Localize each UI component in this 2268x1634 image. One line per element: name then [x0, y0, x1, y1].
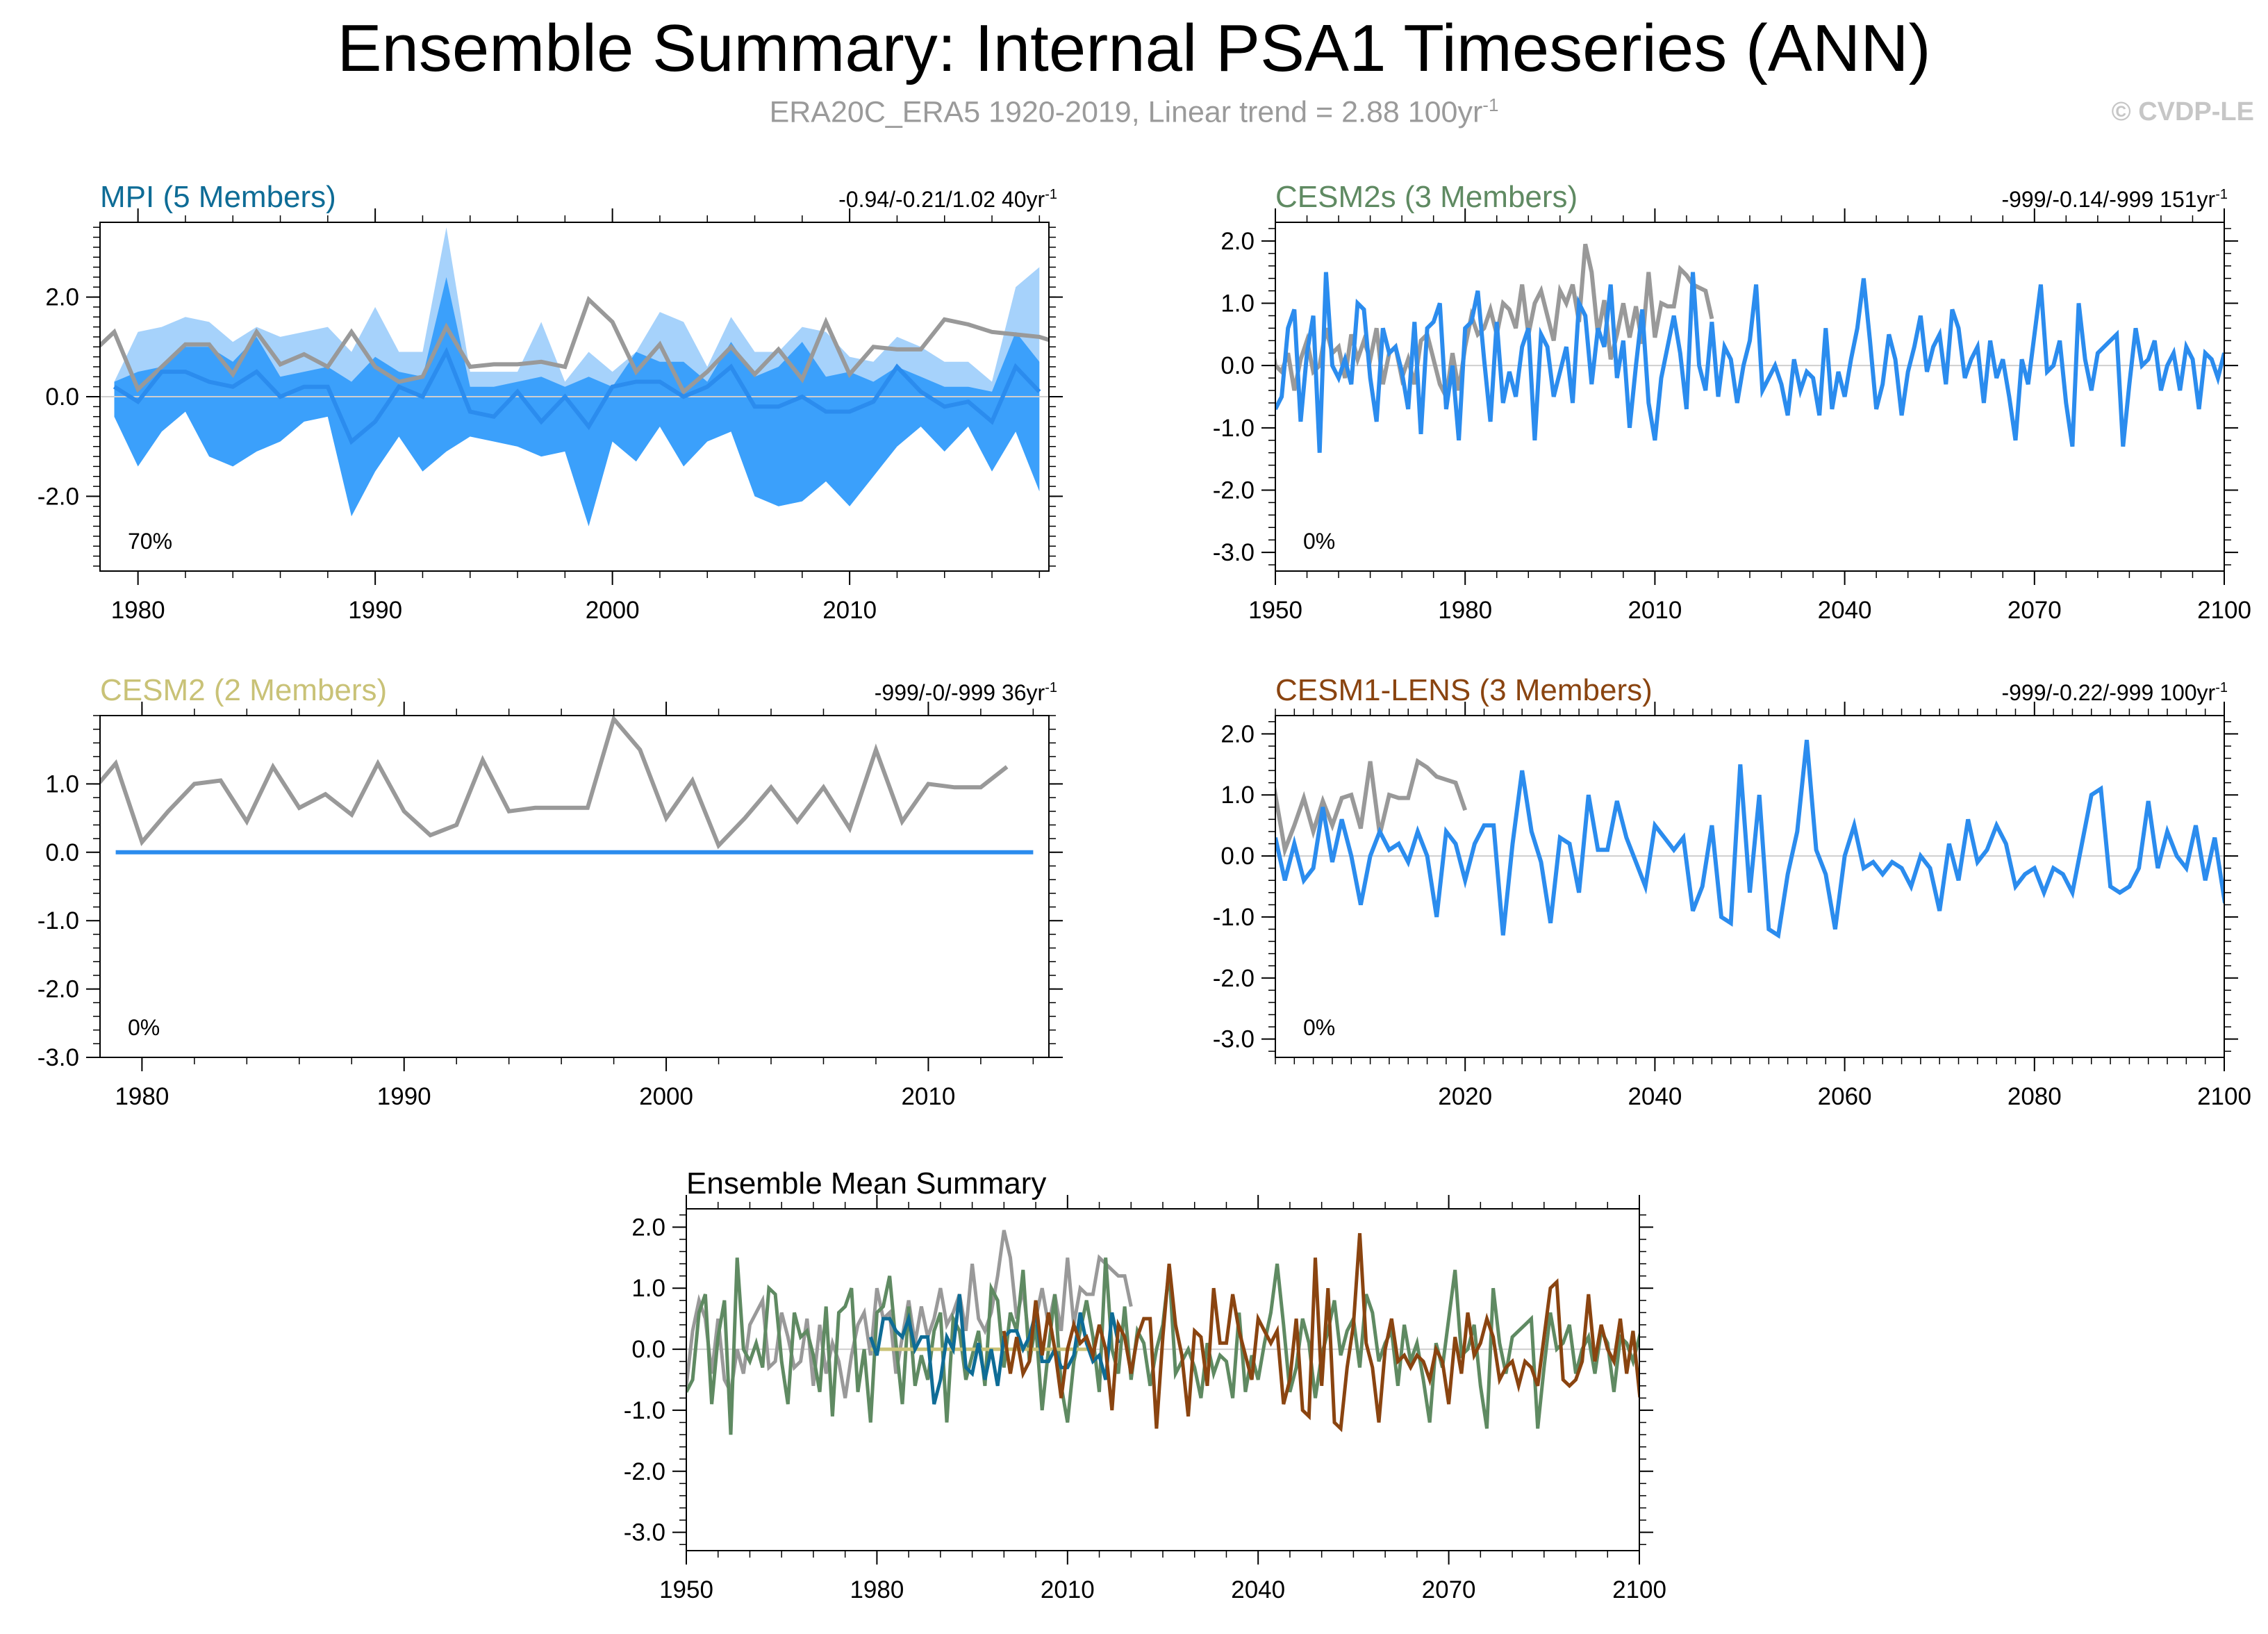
- mpi-percent-label: 70%: [128, 529, 172, 554]
- cesm1-lens-ytick-label: 1.0: [1220, 782, 1255, 809]
- cesm1-lens-ytick-label: -2.0: [1213, 965, 1255, 992]
- mpi-ytick-label: 2.0: [45, 284, 79, 311]
- cesm2s-stats: -999/-0.14/-999 151yr-1: [2001, 187, 2228, 212]
- cesm1-lens-ytick-label: -3.0: [1213, 1026, 1255, 1053]
- cesm2-xtick-label: 2000: [639, 1083, 693, 1110]
- cesm1-lens-ytick-label: -1.0: [1213, 904, 1255, 931]
- cesm1-lens-xtick-label: 2020: [1438, 1083, 1492, 1110]
- cesm2s-percent-label: 0%: [1303, 529, 1335, 554]
- ensemble-mean-plot-area: [686, 1230, 1639, 1435]
- cesm1-lens-xtick-label: 2100: [2197, 1083, 2251, 1110]
- cesm2s-panel: CESM2s (3 Members) -999/-0.14/-999 151yr-…: [1213, 180, 2251, 624]
- cesm2-ytick-label: -3.0: [38, 1044, 79, 1071]
- cesm2-percent-label: 0%: [128, 1015, 160, 1040]
- ensemble-mean-xtick-label: 2010: [1041, 1576, 1095, 1603]
- cesm2s-series-mean: [1275, 272, 2224, 453]
- cesm2-xtick-label: 2010: [901, 1083, 955, 1110]
- ensemble-mean-ytick-label: 2.0: [631, 1214, 665, 1241]
- cesm1-lens-xtick-label: 2040: [1628, 1083, 1682, 1110]
- ensemble-mean-series-cesm2s: [686, 1257, 1639, 1435]
- mpi-series-obs: [100, 295, 1049, 395]
- cesm2-xtick-label: 1990: [377, 1083, 431, 1110]
- cesm2-stats: -999/-0/-999 36yr-1: [875, 680, 1057, 705]
- cesm1-lens-xtick-label: 2080: [2008, 1083, 2062, 1110]
- cesm1-lens-title: CESM1-LENS (3 Members): [1275, 673, 1653, 707]
- mpi-panel: MPI (5 Members) -0.94/-0.21/1.02 40yr-1 -2…: [38, 180, 1063, 624]
- cesm2s-ytick-label: -3.0: [1213, 539, 1255, 566]
- ensemble-mean-ytick-label: 0.0: [631, 1336, 665, 1363]
- ensemble-mean-series-cesm1-lens: [1002, 1232, 1639, 1433]
- cesm1-lens-ytick-label: 0.0: [1220, 843, 1255, 870]
- cesm2s-ytick-label: 2.0: [1220, 228, 1255, 255]
- cesm1-lens-xtick-label: 2060: [1818, 1083, 1872, 1110]
- figure-title: Ensemble Summary: Internal PSA1 Timeseri…: [337, 11, 1931, 85]
- cesm2-ytick-label: 1.0: [45, 770, 79, 798]
- cesm2-series-obs: [100, 716, 1009, 850]
- copyright-label: © CVDP-LE: [2111, 97, 2254, 126]
- cesm2-ytick-label: -2.0: [38, 976, 79, 1003]
- cesm2s-xtick-label: 2010: [1628, 597, 1682, 624]
- mpi-xtick-label: 2000: [586, 597, 640, 624]
- cesm2s-xtick-label: 1950: [1248, 597, 1302, 624]
- subtitle-text: ERA20C_ERA5 1920-2019, Linear trend = 2.…: [769, 95, 1483, 129]
- cesm1-lens-percent-label: 0%: [1303, 1015, 1335, 1040]
- cesm2-plot-area: [100, 716, 1034, 855]
- cesm2s-plot-area: [1275, 243, 2224, 453]
- cesm1-lens-ytick-label: 2.0: [1220, 720, 1255, 748]
- cesm1-lens-plot-area: [1275, 739, 2224, 939]
- cesm1-lens-panel: CESM1-LENS (3 Members) -999/-0.22/-999 10…: [1213, 673, 2251, 1110]
- cesm2s-xtick-label: 1980: [1438, 597, 1492, 624]
- cesm2-ytick-label: -1.0: [38, 907, 79, 934]
- ensemble-mean-ytick-label: -2.0: [624, 1458, 665, 1485]
- ensemble-mean-ytick-label: 1.0: [631, 1275, 665, 1302]
- mpi-plot-area: [100, 227, 1049, 527]
- cesm2-title: CESM2 (2 Members): [100, 673, 387, 707]
- mpi-xtick-label: 2010: [822, 597, 877, 624]
- cesm2-panel: CESM2 (2 Members) -999/-0/-999 36yr-1 -3.0…: [38, 673, 1063, 1110]
- ensemble-mean-xtick-label: 1980: [850, 1576, 904, 1603]
- cesm2-xtick-label: 1980: [115, 1083, 169, 1110]
- cesm2s-ytick-label: -2.0: [1213, 477, 1255, 504]
- mpi-ytick-label: -2.0: [38, 483, 79, 510]
- cesm2s-ytick-label: -1.0: [1213, 415, 1255, 442]
- ensemble-mean-xtick-label: 1950: [659, 1576, 713, 1603]
- cesm2s-series-obs: [1275, 243, 1714, 404]
- cesm2s-xtick-label: 2100: [2197, 597, 2251, 624]
- ensemble-mean-ytick-label: -1.0: [624, 1397, 665, 1424]
- cesm2s-ytick-label: 0.0: [1220, 352, 1255, 379]
- mpi-series-mean: [113, 347, 1041, 445]
- ensemble-mean-panel: Ensemble Mean Summary -3.0 -2.0 -1.0 0.0 1.0 2…: [624, 1166, 1666, 1603]
- cesm2s-title: CESM2s (3 Members): [1275, 180, 1578, 214]
- cesm2-ytick-label: 0.0: [45, 839, 79, 866]
- mpi-stats: -0.94/-0.21/1.02 40yr-1: [838, 187, 1057, 212]
- cesm1-lens-series-mean: [1275, 739, 2224, 939]
- ensemble-mean-xtick-label: 2070: [1422, 1576, 1476, 1603]
- ensemble-mean-xtick-label: 2100: [1612, 1576, 1666, 1603]
- mpi-band-inner-range: [114, 277, 1040, 527]
- cesm2s-xtick-label: 2070: [2008, 597, 2062, 624]
- mpi-xtick-label: 1980: [111, 597, 165, 624]
- mpi-xtick-label: 1990: [348, 597, 402, 624]
- ensemble-mean-title: Ensemble Mean Summary: [686, 1166, 1046, 1200]
- ensemble-mean-ytick-label: -3.0: [624, 1519, 665, 1546]
- figure-subtitle: ERA20C_ERA5 1920-2019, Linear trend = 2.…: [0, 96, 2268, 127]
- mpi-ytick-label: 0.0: [45, 383, 79, 411]
- cesm2s-ytick-label: 1.0: [1220, 290, 1255, 317]
- cesm1-lens-stats: -999/-0.22/-999 100yr-1: [2001, 680, 2228, 705]
- cesm2s-xtick-label: 2040: [1818, 597, 1872, 624]
- mpi-title: MPI (5 Members): [100, 180, 336, 214]
- cesm2-frame: [99, 715, 1050, 1058]
- cesm1-lens-series-obs: [1275, 758, 1468, 858]
- ensemble-mean-xtick-label: 2040: [1231, 1576, 1285, 1603]
- subtitle-superscript: -1: [1482, 94, 1499, 115]
